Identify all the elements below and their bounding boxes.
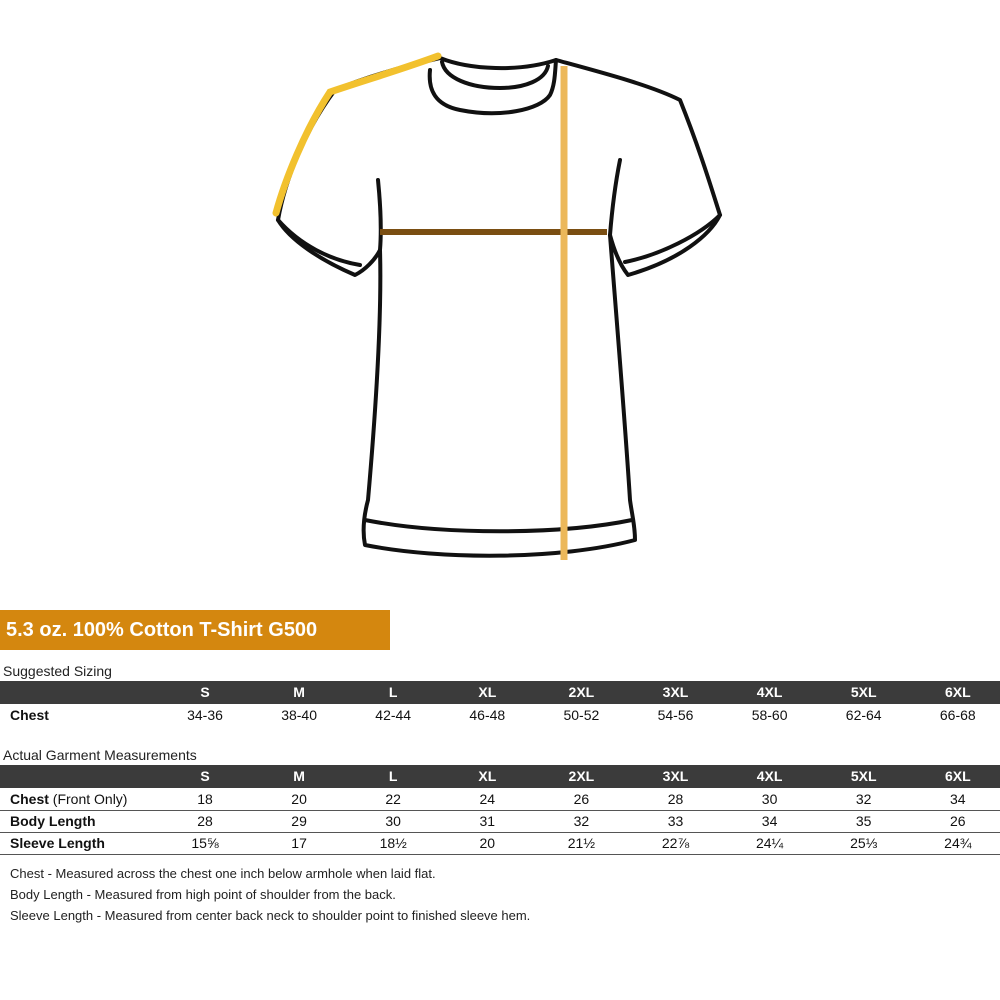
row-label-text: Chest — [10, 791, 49, 807]
row-label: Body Length — [10, 810, 96, 832]
size-header: S — [200, 684, 210, 700]
table-cell: 54-56 — [657, 707, 694, 723]
size-header: 3XL — [662, 768, 689, 784]
table-cell: 29 — [291, 813, 307, 829]
size-header: 4XL — [756, 768, 783, 784]
table-cell: 17 — [291, 835, 307, 851]
row-divider — [0, 810, 1000, 811]
size-header: L — [388, 684, 398, 700]
table-cell: 22⅞ — [661, 835, 690, 851]
row-label: Sleeve Length — [10, 832, 105, 854]
table-cell: 21½ — [567, 835, 596, 851]
row-label-note: (Front Only) — [52, 791, 128, 807]
row-label-text: Sleeve Length — [10, 835, 105, 851]
footnote: Body Length - Measured from high point o… — [10, 887, 396, 902]
table-cell: 15⅝ — [191, 835, 219, 851]
table-cell: 30 — [761, 791, 778, 807]
table-cell: 24¼ — [755, 835, 784, 851]
table-cell: 46-48 — [469, 707, 506, 723]
table-cell: 34 — [950, 791, 966, 807]
table-cell: 62-64 — [845, 707, 882, 723]
table-cell: 26 — [950, 813, 966, 829]
size-header: 2XL — [568, 768, 595, 784]
footnote: Sleeve Length - Measured from center bac… — [10, 908, 531, 923]
table-cell: 35 — [855, 813, 872, 829]
table-cell: 18½ — [379, 835, 407, 851]
table-cell: 66-68 — [939, 707, 976, 723]
size-header: XL — [478, 768, 497, 784]
size-header: XL — [478, 684, 497, 700]
header-bar — [0, 765, 1000, 788]
row-label-text: Chest — [10, 707, 49, 723]
table-cell: 20 — [479, 835, 496, 851]
table-cell: 34-36 — [187, 707, 223, 723]
table-cell: 31 — [479, 813, 496, 829]
table-cell: 18 — [197, 791, 213, 807]
table-cell: 32 — [573, 813, 590, 829]
header-bar — [0, 681, 1000, 704]
tshirt-illustration — [272, 52, 722, 560]
size-header: 5XL — [850, 684, 877, 700]
section-heading: Suggested Sizing — [3, 663, 112, 679]
table-cell: 33 — [667, 813, 684, 829]
size-header: L — [388, 768, 398, 784]
table-cell: 22 — [385, 791, 401, 807]
table-cell: 38-40 — [281, 707, 317, 723]
size-header: S — [200, 768, 210, 784]
size-header: 6XL — [944, 768, 971, 784]
row-label: Chest — [10, 704, 49, 726]
size-header: 2XL — [568, 684, 595, 700]
table-cell: 32 — [855, 791, 872, 807]
row-divider — [0, 832, 1000, 833]
size-header: 5XL — [850, 768, 877, 784]
table-cell: 28 — [667, 791, 684, 807]
table-cell: 34 — [761, 813, 778, 829]
table-cell: 24 — [479, 791, 496, 807]
row-divider — [0, 854, 1000, 855]
footnote: Chest - Measured across the chest one in… — [10, 866, 436, 881]
size-header: M — [293, 768, 305, 784]
table-cell: 25⅓ — [850, 835, 878, 851]
size-header: 4XL — [756, 684, 783, 700]
product-title: 5.3 oz. 100% Cotton T-Shirt G500 — [0, 610, 390, 650]
table-cell: 24¾ — [944, 835, 972, 851]
size-header: 3XL — [662, 684, 689, 700]
size-header: M — [293, 684, 305, 700]
table-cell: 58-60 — [751, 707, 788, 723]
table-cell: 28 — [197, 813, 213, 829]
table-cell: 50-52 — [563, 707, 600, 723]
row-label-text: Body Length — [10, 813, 96, 829]
table-cell: 26 — [573, 791, 590, 807]
section-heading: Actual Garment Measurements — [3, 747, 197, 763]
table-cell: 42-44 — [375, 707, 412, 723]
table-cell: 30 — [385, 813, 401, 829]
size-header: 6XL — [944, 684, 971, 700]
row-label: Chest (Front Only) — [10, 788, 127, 810]
table-cell: 20 — [291, 791, 307, 807]
